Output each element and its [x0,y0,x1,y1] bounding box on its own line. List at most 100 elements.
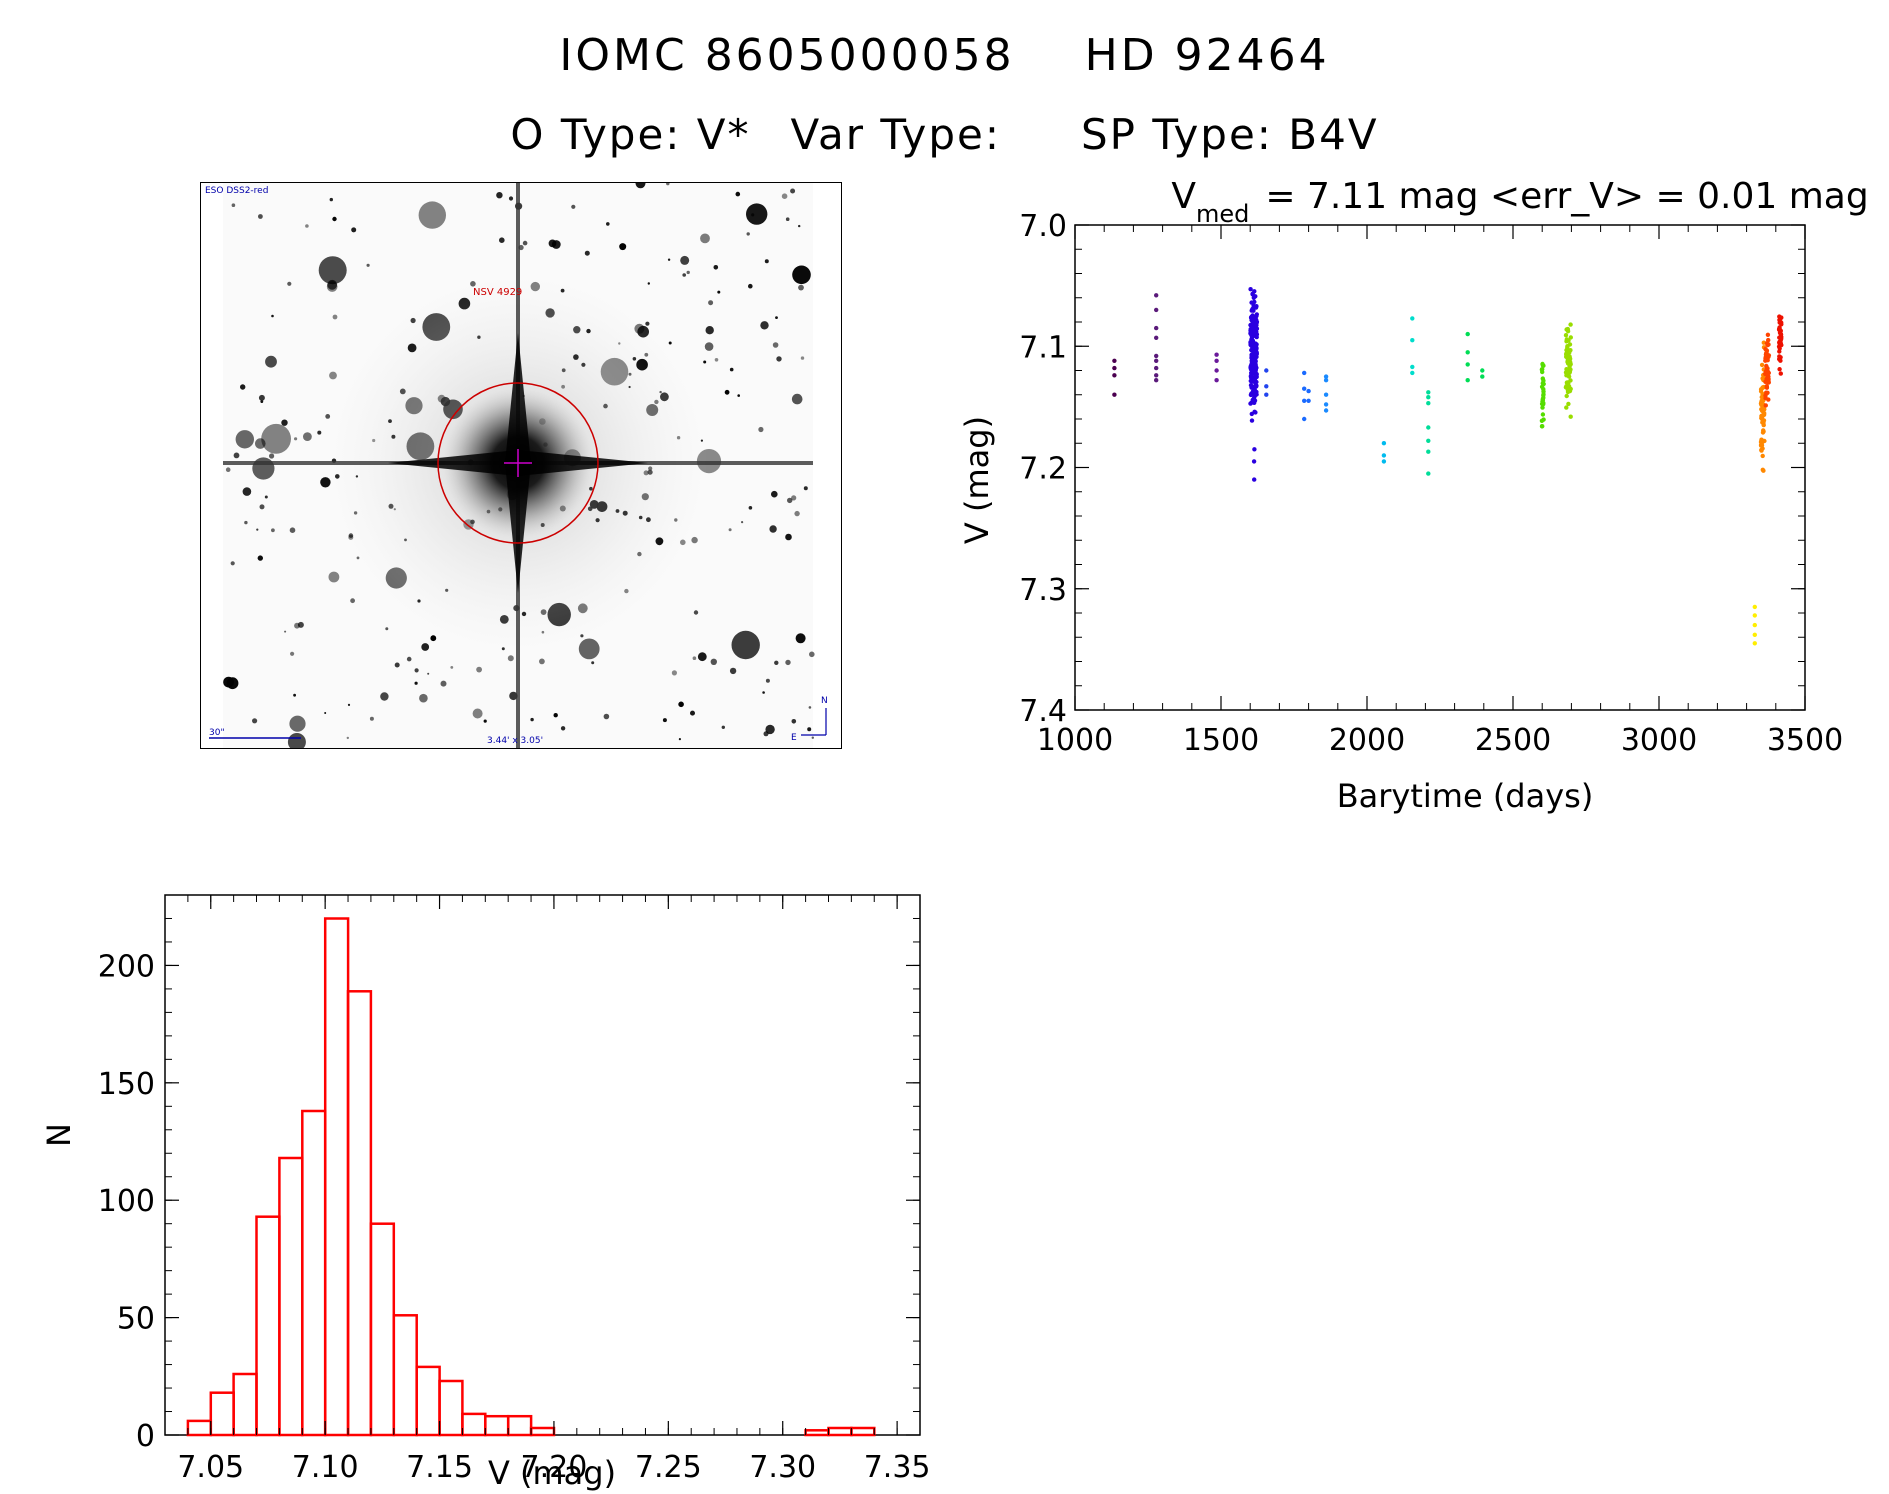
field-star [758,426,764,433]
light-curve-point [1302,398,1307,403]
histogram-bar [301,1109,327,1437]
field-star [440,680,447,687]
light-curve-point [1249,300,1254,305]
field-star [347,703,351,707]
field-star [765,678,770,683]
light-curve-point [1323,408,1329,413]
object-label: NSV 4929 [473,287,522,298]
field-star [271,528,275,533]
light-curve-point [1758,389,1764,394]
field-star [226,677,239,690]
light-curve-point [1426,401,1431,406]
light-curve-point [1250,341,1255,346]
light-curve-point [1540,361,1545,367]
light-curve-point [1249,354,1254,359]
light-curve-point [1323,378,1329,383]
field-star [798,284,804,291]
light-curve-point [1323,374,1329,379]
field-star [225,467,231,473]
field-star [289,527,296,533]
light-curve-point [1778,358,1783,363]
light-curve-point [1252,363,1258,369]
light-curve-point [1568,322,1573,327]
light-curve-point [1759,402,1765,407]
light-curve-point [1249,337,1254,342]
y-tick-label: 7.2 [1019,452,1067,487]
field-star [324,712,327,714]
field-star [790,188,796,194]
field-star [294,437,298,441]
field-star [619,243,627,251]
histogram-bar [529,1426,556,1437]
survey-label: ESO DSS2-red [205,186,268,196]
field-star [256,528,259,531]
field-star [284,630,287,633]
field-star [269,453,275,459]
histogram-chart: 7.05 7.10 7.15 7.20 7.25 7.30 7.35 0 50 100 150 200… [40,894,931,1492]
light-curve-point [1302,416,1307,422]
sky-image-canvas: ESO DSS2-red NSV 4929 30" 3.44' x 3.05' … [201,183,841,748]
sky-image: ESO DSS2-red NSV 4929 30" 3.44' x 3.05' … [200,182,842,749]
field-star [728,528,732,532]
light-curve-point [1752,632,1757,637]
light-curve-point [1465,350,1470,355]
light-curve-point [1777,349,1782,354]
light-curve-point [1426,449,1431,454]
light-curve-point [1565,326,1570,332]
light-curve-point [1564,405,1569,410]
field-star [350,598,355,604]
field-star [252,457,275,480]
field-star [811,736,814,739]
light-curve-point [1214,352,1219,357]
y-tick-label: 7.3 [1019,573,1067,608]
light-curve-point [1252,400,1257,405]
histogram-bar [346,990,373,1437]
light-curve-point [1765,390,1770,395]
light-curve-point [1426,395,1431,400]
header-title: IOMC 8605000058 HD 92464 [0,30,1889,81]
histogram-bar [804,1429,830,1437]
light-curve-point [1112,365,1117,371]
field-star [606,222,610,226]
field-star [427,672,430,675]
field-star [785,659,791,666]
light-curve-point [1251,295,1256,300]
light-curve-point [1410,364,1415,370]
light-curve-point [1410,370,1415,376]
histogram-bar [255,1215,281,1437]
field-star [265,355,277,368]
light-curve-point [1566,401,1571,407]
histogram-bar [461,1412,487,1437]
light-curve-point [1752,613,1757,618]
field-star [258,214,263,219]
light-curve-point [1248,331,1253,336]
histogram-bar [369,1222,396,1437]
field-star [682,273,686,277]
histogram-xlabel: V (mag) [488,1454,616,1492]
light-curve-point [1564,339,1569,344]
light-curve-point [1777,320,1782,325]
field-star [807,727,812,732]
field-star [351,227,357,233]
field-star [787,497,793,504]
field-star [662,718,667,723]
light-curve-point [1760,417,1765,422]
field-star [496,192,503,199]
field-star [693,610,699,615]
light-curve-point [1252,477,1257,482]
field-star [419,693,428,703]
field-star [261,423,291,454]
field-star [692,656,697,660]
light-curve-point [1251,459,1257,464]
light-curve-point [1381,441,1387,446]
light-curve-point [1765,380,1771,385]
field-star [553,713,558,718]
hd-id: HD 92464 [1084,30,1330,81]
field-star [328,571,340,583]
light-curve-point [1254,321,1259,326]
field-star [667,258,671,261]
aperture-circle [437,382,599,544]
field-star [671,670,677,676]
field-star [791,495,797,501]
field-star [729,667,737,675]
